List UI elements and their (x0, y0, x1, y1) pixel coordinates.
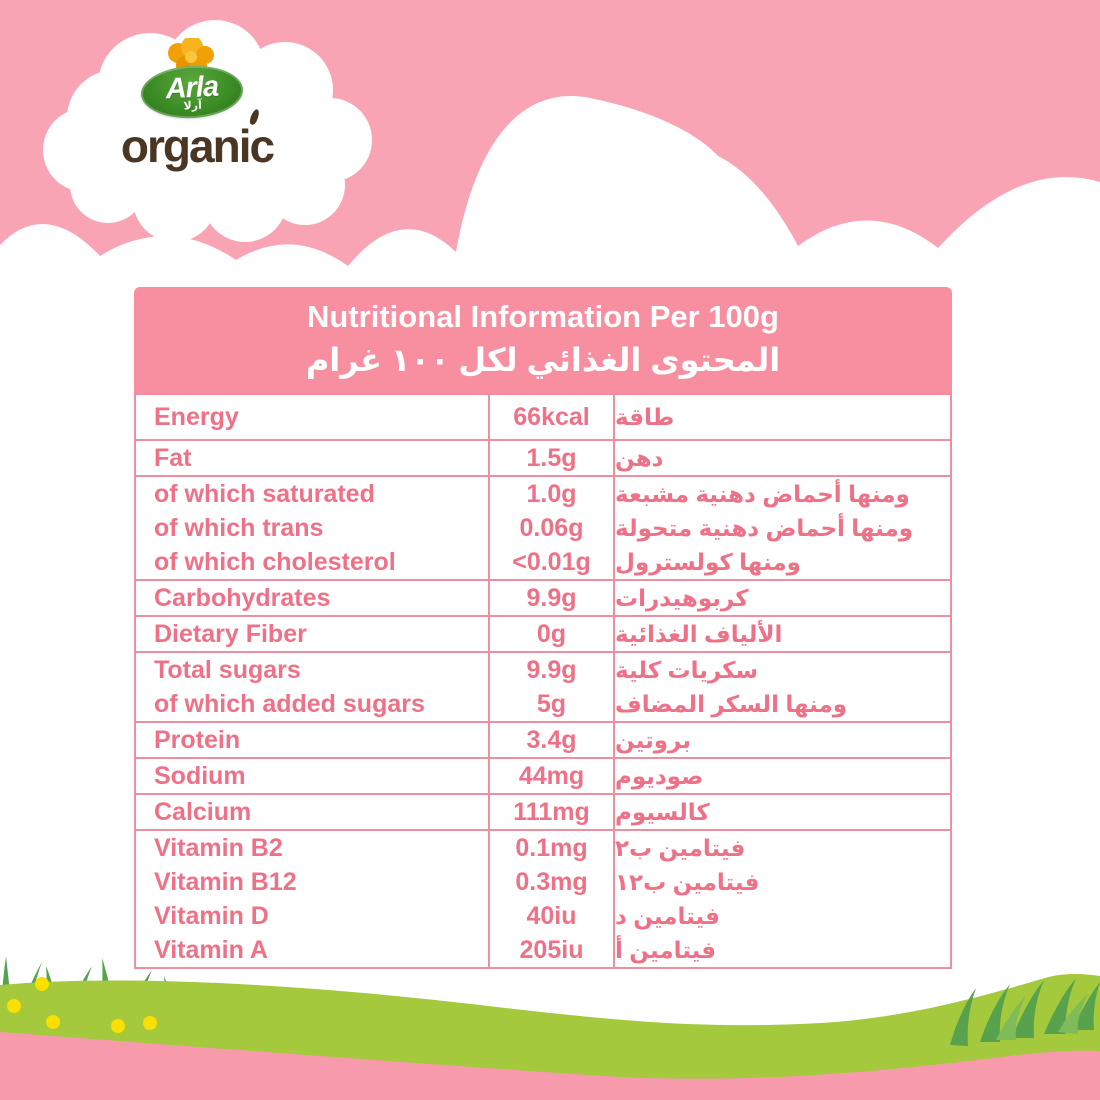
table-row: of which cholesterol <0.01g ومنها كولسترول (136, 545, 950, 579)
row-value: 1.5g (490, 441, 615, 475)
table-row: Energy 66kcal طاقة (136, 395, 950, 439)
row-value: 3.4g (490, 723, 615, 757)
row-label-en: Vitamin D (136, 899, 490, 933)
row-label-en: Energy (136, 395, 490, 439)
table-title-ar: المحتوى الغذائي لكل ١٠٠ غرام (305, 342, 781, 378)
row-label-en: Protein (136, 723, 490, 757)
table-title-en: Nutritional Information Per 100g (307, 299, 779, 334)
table-row-group: Carbohydrates 9.9g كربوهيدرات (136, 579, 950, 615)
table-row: of which added sugars 5g ومنها السكر المضا… (136, 687, 950, 721)
table-row: Fat 1.5g دهن (136, 441, 950, 475)
flower-dot (111, 1019, 125, 1033)
sky-clouds (0, 0, 1100, 300)
table-row: of which saturated 1.0g ومنها أحماض دهنية … (136, 477, 950, 511)
table-row: of which trans 0.06g ومنها أحماض دهنية متح… (136, 511, 950, 545)
flower-dot (46, 1015, 60, 1029)
grass-blades-right (950, 978, 1100, 1046)
row-label-en: of which trans (136, 511, 490, 545)
row-label-ar: كربوهيدرات (615, 584, 749, 611)
row-label-ar: فيتامين د (615, 902, 720, 929)
table-row: Carbohydrates 9.9g كربوهيدرات (136, 581, 950, 615)
row-label-ar: صوديوم (615, 762, 704, 789)
row-label-ar: فيتامين ب٢ (615, 834, 746, 861)
row-label-ar: سكريات كلية (615, 656, 759, 683)
table-body: Energy 66kcal طاقة Fat 1.5g دهن of which satur… (134, 393, 952, 969)
row-value: <0.01g (490, 545, 615, 579)
row-label-ar: بروتين (615, 726, 691, 753)
grass-footer (0, 956, 1100, 1100)
nutrition-table: Nutritional Information Per 100g المحتوى… (134, 287, 952, 969)
row-label-en: of which cholesterol (136, 545, 490, 579)
table-row-group: Total sugars 9.9g سكريات كلية of which adde… (136, 651, 950, 721)
row-value: 111mg (490, 795, 615, 829)
cloud-skyline (0, 96, 1100, 300)
row-label-ar: طاقة (615, 403, 675, 430)
row-value: 0.1mg (490, 831, 615, 865)
table-row-group: Fat 1.5g دهن (136, 439, 950, 475)
row-value: 205iu (490, 933, 615, 967)
organic-wordmark: organic (120, 120, 275, 172)
table-row: Sodium 44mg صوديوم (136, 759, 950, 793)
row-value: 0g (490, 617, 615, 651)
row-value: 9.9g (490, 653, 615, 687)
row-label-en: Fat (136, 441, 490, 475)
row-label-ar: كالسيوم (615, 798, 710, 825)
row-label-en: Vitamin B12 (136, 865, 490, 899)
row-value: 44mg (490, 759, 615, 793)
row-label-en: of which added sugars (136, 687, 490, 721)
row-label-en: Sodium (136, 759, 490, 793)
table-row-group: Calcium 111mg كالسيوم (136, 793, 950, 829)
row-label-en: Carbohydrates (136, 581, 490, 615)
table-row-group: Protein 3.4g بروتين (136, 721, 950, 757)
table-row: Calcium 111mg كالسيوم (136, 795, 950, 829)
row-label-en: Total sugars (136, 653, 490, 687)
row-value: 9.9g (490, 581, 615, 615)
flower-dot (7, 999, 21, 1013)
table-row-group: Energy 66kcal طاقة (136, 395, 950, 439)
pink-band (0, 1032, 1100, 1100)
row-value: 0.06g (490, 511, 615, 545)
row-label-en: Vitamin A (136, 933, 490, 967)
row-value: 40iu (490, 899, 615, 933)
row-label-ar: ومنها أحماض دهنية متحولة (615, 514, 914, 541)
row-label-en: of which saturated (136, 477, 490, 511)
table-row: Vitamin B2 0.1mg فيتامين ب٢ (136, 831, 950, 865)
row-label-ar: فيتامين أ (615, 936, 717, 963)
table-row-group: Dietary Fiber 0g الألياف الغذائية (136, 615, 950, 651)
row-label-en: Vitamin B2 (136, 831, 490, 865)
row-value: 0.3mg (490, 865, 615, 899)
row-label-en: Calcium (136, 795, 490, 829)
arla-brand-text-ar: آرلا (183, 99, 203, 112)
table-header: Nutritional Information Per 100g المحتوى… (134, 287, 952, 393)
table-row-group: Vitamin B2 0.1mg فيتامين ب٢ Vitamin B12 0.3m… (136, 829, 950, 967)
arla-organic-logo: Arla آرلا ® organic (0, 0, 400, 240)
flower-dot (143, 1016, 157, 1030)
flower-dots (7, 977, 157, 1033)
row-value: 1.0g (490, 477, 615, 511)
row-label-ar: ومنها السكر المضاف (615, 690, 848, 717)
row-label-ar: ومنها أحماض دهنية مشبعة (615, 480, 910, 507)
table-row: Vitamin D 40iu فيتامين د (136, 899, 950, 933)
flower-dot (35, 977, 49, 991)
table-row-group: Sodium 44mg صوديوم (136, 757, 950, 793)
table-row: Dietary Fiber 0g الألياف الغذائية (136, 617, 950, 651)
table-row: Vitamin A 205iu فيتامين أ (136, 933, 950, 967)
row-value: 5g (490, 687, 615, 721)
row-value: 66kcal (490, 395, 615, 439)
table-row: Total sugars 9.9g سكريات كلية (136, 653, 950, 687)
row-label-ar: ومنها كولسترول (615, 548, 801, 575)
arla-logo-oval: Arla آرلا (139, 63, 245, 121)
table-row: Protein 3.4g بروتين (136, 723, 950, 757)
registered-trademark: ® (243, 55, 252, 67)
row-label-en: Dietary Fiber (136, 617, 490, 651)
row-label-ar: دهن (615, 444, 664, 471)
arla-brand-text: Arla (164, 70, 219, 105)
table-row: Vitamin B12 0.3mg فيتامين ب١٢ (136, 865, 950, 899)
row-label-ar: الألياف الغذائية (615, 620, 783, 647)
table-row-group: of which saturated 1.0g ومنها أحماض دهنية … (136, 475, 950, 579)
row-label-ar: فيتامين ب١٢ (615, 868, 760, 895)
